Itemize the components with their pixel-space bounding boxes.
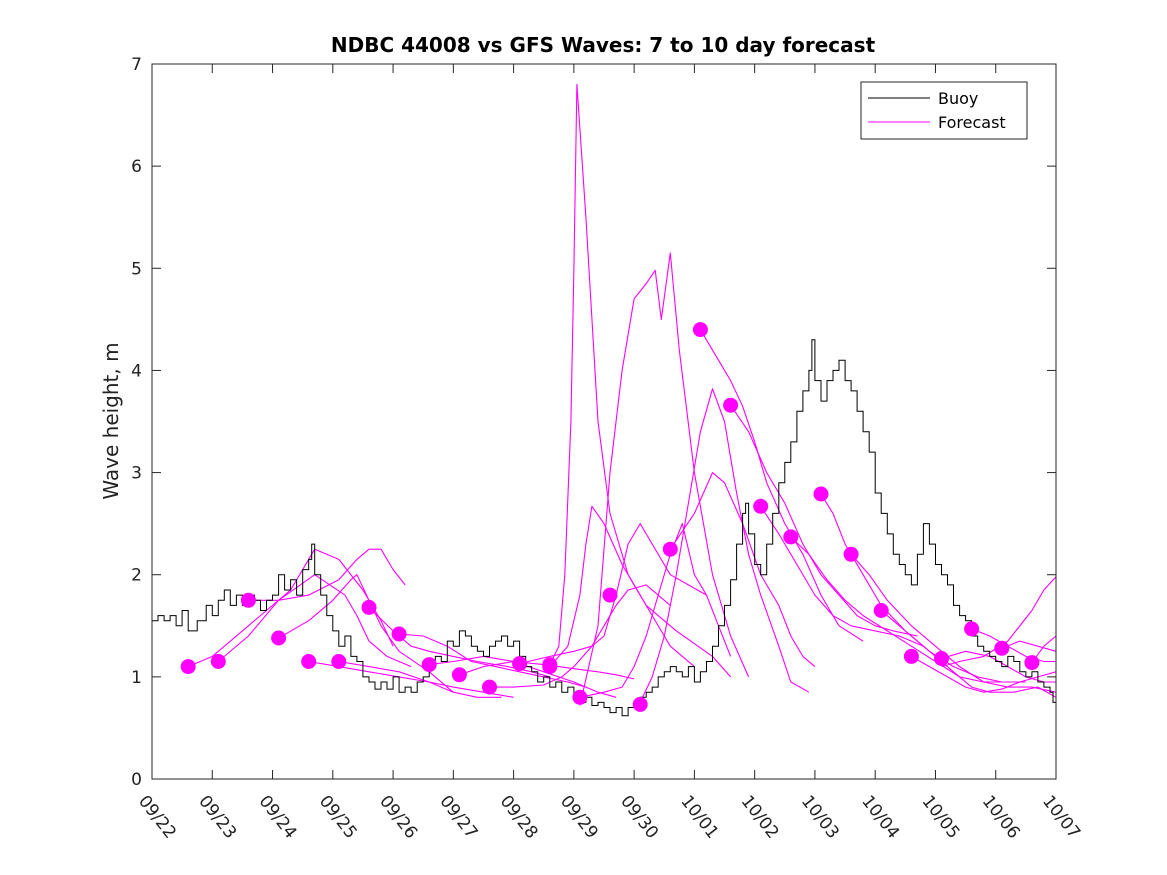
y-tick-label-0: 0 (131, 770, 142, 790)
forecast-start-marker-9 (421, 657, 437, 673)
forecast-start-marker-4 (271, 630, 287, 646)
legend-label-forecast: Forecast (938, 113, 1006, 132)
forecast-start-marker-22 (783, 529, 799, 545)
forecast-start-marker-7 (361, 599, 377, 615)
forecast-start-marker-14 (572, 689, 588, 705)
axes-background (152, 64, 1056, 779)
y-tick-label-7: 7 (131, 55, 142, 75)
forecast-line-31 (941, 576, 1057, 668)
forecast-line-5 (308, 660, 514, 698)
forecast-start-marker-11 (482, 679, 497, 695)
forecast-line-2 (217, 574, 412, 668)
forecast-line-13 (549, 505, 732, 678)
forecast-start-marker-17 (632, 696, 648, 712)
y-tick-label-2: 2 (131, 566, 142, 586)
forecast-line-19 (699, 329, 864, 642)
legend-box (860, 81, 1028, 140)
forecast-start-marker-24 (843, 546, 859, 562)
forecast-line-18 (669, 472, 816, 668)
forecast-start-marker-25 (873, 603, 889, 618)
forecast-line-28 (971, 628, 1056, 663)
forecast-line-8 (399, 633, 587, 688)
forecast-start-marker-10 (451, 667, 467, 683)
forecast-line-17 (639, 388, 810, 703)
y-tick-label-3: 3 (131, 464, 142, 484)
forecast-start-marker-8 (391, 626, 407, 642)
forecast-start-marker-30 (1024, 655, 1040, 671)
legend-label-buoy: Buoy (938, 89, 978, 108)
forecast-start-marker-16 (602, 587, 618, 603)
y-tick-label-6: 6 (131, 157, 142, 177)
forecast-start-marker-5 (301, 654, 317, 669)
series-layer (152, 83, 1057, 717)
y-tick-label-1: 1 (131, 668, 142, 688)
forecast-start-marker-15 (542, 657, 558, 673)
forecast-line-22 (790, 536, 1008, 683)
y-axis-label: Wave height, m (99, 342, 123, 499)
forecast-line-4 (278, 574, 454, 693)
forecast-line-21 (760, 505, 924, 647)
forecast-line-16 (579, 252, 750, 706)
y-tick-label-5: 5 (131, 259, 142, 279)
forecast-line-10 (459, 660, 635, 680)
forecast-start-marker-26 (903, 648, 919, 664)
forecast-start-marker-12 (512, 656, 528, 672)
forecast-start-marker-3 (240, 592, 256, 608)
forecast-start-marker-18 (662, 541, 678, 557)
legend: Buoy Forecast (860, 81, 1028, 140)
forecast-line-6 (338, 660, 502, 698)
forecast-start-marker-1 (180, 659, 196, 675)
forecast-start-marker-21 (753, 498, 769, 514)
chart-title: NDBC 44008 vs GFS Waves: 7 to 10 day for… (331, 33, 876, 57)
axes-box (151, 63, 1057, 780)
forecast-start-marker-27 (934, 651, 949, 666)
forecast-start-marker-29 (994, 640, 1010, 656)
forecast-start-marker-20 (723, 397, 739, 413)
forecast-start-marker-28 (964, 621, 980, 637)
y-tick-label-4: 4 (131, 361, 142, 381)
forecast-line-25 (880, 610, 1057, 698)
forecast-start-marker-23 (813, 486, 829, 502)
buoy-line (152, 339, 1057, 717)
forecast-start-marker-2 (210, 654, 226, 669)
forecast-start-marker-6 (331, 654, 347, 669)
forecast-line-12 (519, 523, 707, 665)
forecast-line-15 (549, 83, 695, 668)
forecast-start-marker-19 (692, 322, 708, 338)
forecast-line-29 (1001, 640, 1057, 652)
forecast-line-14 (579, 523, 732, 698)
forecast-line-3 (248, 548, 406, 601)
